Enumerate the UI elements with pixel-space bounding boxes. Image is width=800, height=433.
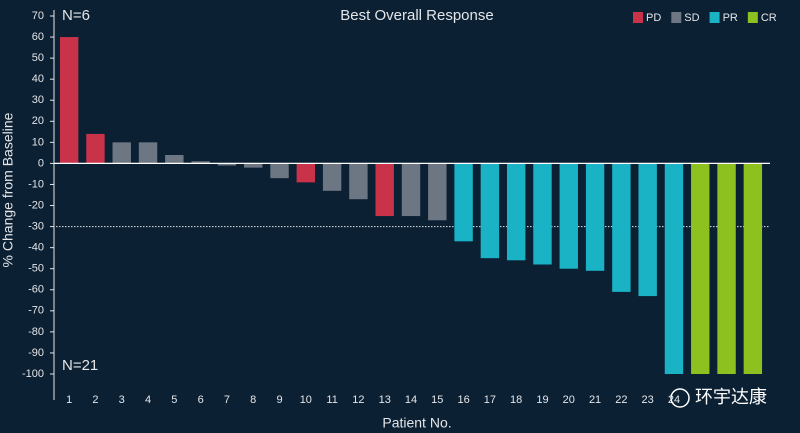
bar (533, 163, 552, 265)
bar (191, 161, 210, 164)
y-tick-label: -30 (28, 220, 44, 232)
x-tick-label: 23 (642, 394, 654, 406)
x-tick-label: 11 (326, 394, 337, 406)
bar (59, 37, 79, 164)
bar (691, 163, 710, 374)
y-tick-label: 70 (32, 10, 44, 22)
bar (270, 163, 289, 179)
y-tick-label: -60 (28, 284, 44, 296)
y-tick-label: 0 (38, 157, 44, 169)
y-tick-label: 50 (32, 52, 44, 64)
x-tick-label: 1 (66, 394, 72, 406)
bar (454, 163, 473, 242)
x-tick-label: 4 (145, 394, 151, 406)
x-tick-label: 22 (615, 394, 627, 406)
bar (296, 163, 316, 183)
bar (638, 163, 657, 297)
y-axis-title: % Change from Baseline (0, 112, 16, 267)
bar (375, 163, 394, 217)
x-tick-label: 8 (250, 394, 256, 406)
y-tick-label: -70 (28, 305, 44, 317)
bar (244, 163, 263, 168)
bar (86, 133, 105, 164)
annotation: N=21 (62, 357, 98, 374)
x-tick-label: 9 (276, 394, 282, 406)
bar (349, 163, 368, 200)
legend-swatch (671, 12, 682, 23)
bar (717, 163, 736, 374)
x-tick-label: 6 (198, 394, 204, 406)
x-tick-label: 20 (563, 394, 575, 406)
annotation: N=6 (62, 7, 90, 24)
x-tick-label: 5 (171, 394, 177, 406)
y-tick-label: 20 (32, 115, 44, 127)
y-tick-label: 60 (32, 31, 44, 43)
legend-swatch (747, 12, 758, 23)
y-tick-label: -10 (28, 178, 44, 190)
bar (428, 163, 447, 221)
x-tick-label: 2 (92, 394, 98, 406)
x-tick-label: 15 (431, 394, 443, 406)
x-tick-label: 21 (589, 394, 601, 406)
x-tick-label: 13 (379, 394, 391, 406)
bar (612, 163, 631, 292)
bar (217, 163, 237, 166)
bar (401, 163, 421, 217)
bar (585, 163, 605, 271)
watermark: 环宇达康 (695, 387, 767, 407)
x-tick-label: 12 (352, 394, 364, 406)
bar (743, 163, 763, 374)
x-axis-title: Patient No. (382, 415, 451, 431)
y-tick-label: -80 (28, 326, 44, 338)
x-tick-label: 7 (224, 394, 230, 406)
legend-swatch (633, 12, 643, 23)
y-tick-label: -90 (28, 347, 44, 359)
x-tick-label: 16 (457, 394, 469, 406)
x-tick-label: 10 (300, 394, 312, 406)
bar (138, 142, 158, 164)
x-tick-label: 14 (405, 394, 417, 406)
y-tick-label: -50 (28, 263, 44, 275)
x-tick-label: 18 (510, 394, 522, 406)
bar (165, 154, 184, 164)
y-tick-label: -100 (22, 368, 44, 380)
legend-label: PD (646, 12, 661, 24)
bar (322, 163, 342, 191)
legend-label: CR (761, 12, 777, 24)
x-tick-label: 3 (119, 394, 125, 406)
bar (559, 163, 578, 269)
chart-title: Best Overall Response (340, 7, 493, 24)
y-tick-label: -40 (28, 242, 44, 254)
x-tick-label: 17 (484, 394, 496, 406)
bar (506, 163, 526, 261)
legend-label: SD (684, 12, 699, 24)
legend-label: PR (723, 12, 738, 24)
x-tick-label: 19 (536, 394, 548, 406)
y-tick-label: 10 (32, 136, 44, 148)
y-tick-label: 40 (32, 73, 44, 85)
watermark-icon (670, 388, 690, 408)
bar (480, 163, 500, 259)
y-tick-label: 30 (32, 94, 44, 106)
y-tick-label: -20 (28, 199, 44, 211)
legend-swatch (709, 12, 720, 23)
bar (112, 142, 131, 164)
bar (664, 163, 684, 374)
